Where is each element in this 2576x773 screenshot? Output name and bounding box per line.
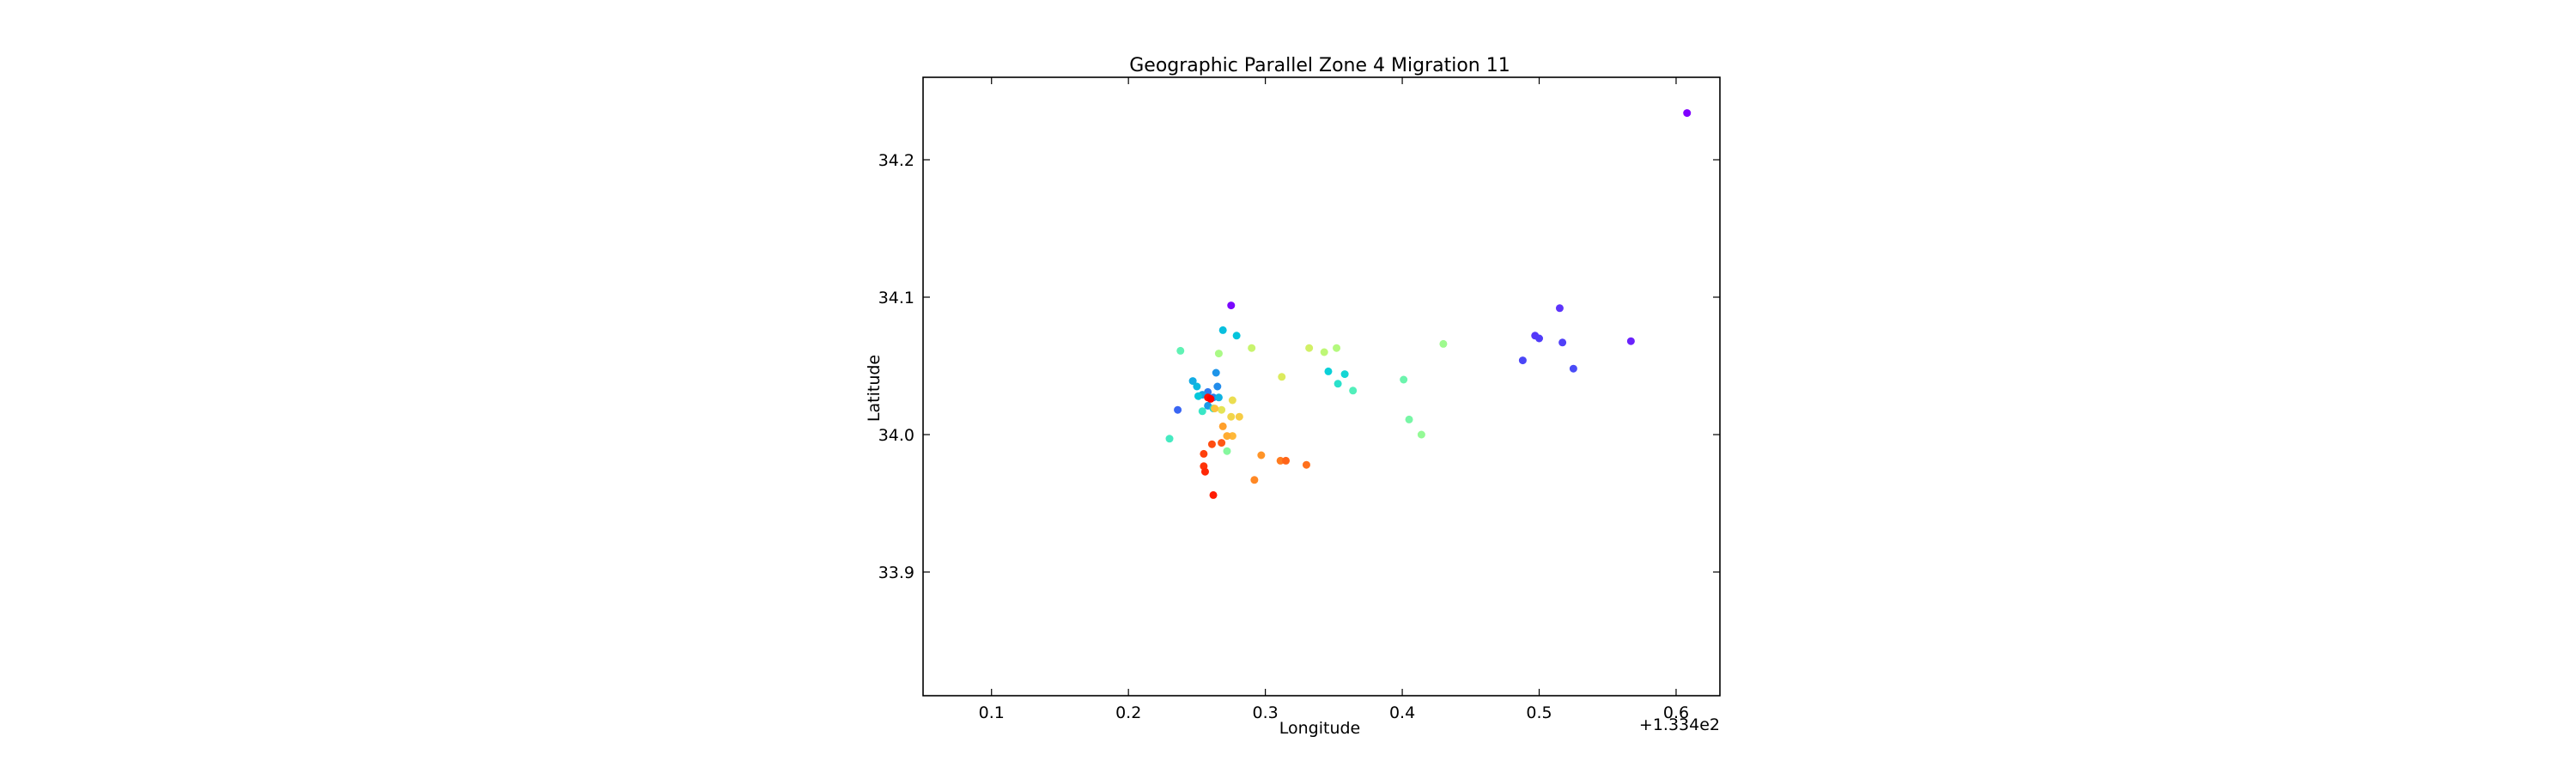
- scatter-point: [1174, 405, 1182, 414]
- scatter-point: [1200, 467, 1209, 476]
- scatter-point: [1340, 370, 1349, 379]
- scatter-point: [1439, 339, 1448, 348]
- scatter-point: [1555, 304, 1564, 313]
- scatter-point: [1176, 346, 1185, 355]
- x-tick-label: 0.5: [1526, 703, 1552, 722]
- y-tick-label: 34.1: [878, 289, 914, 307]
- scatter-point: [1223, 447, 1231, 455]
- scatter-point: [1209, 490, 1218, 499]
- scatter-point: [1206, 394, 1215, 403]
- scatter-point: [1569, 364, 1577, 373]
- scatter-point: [1334, 380, 1342, 388]
- scatter-point: [1248, 344, 1256, 352]
- scatter-point: [1214, 350, 1223, 358]
- scatter-point: [1232, 332, 1241, 340]
- scatter-point: [1198, 407, 1206, 416]
- scatter-point: [1207, 440, 1216, 448]
- scatter-point: [1194, 392, 1202, 400]
- scatter-point: [1320, 348, 1328, 356]
- scatter-point: [1405, 415, 1413, 423]
- scatter-point: [1218, 439, 1226, 447]
- scatter-point: [1250, 476, 1259, 484]
- ticks-layer: 0.1 0.2 0.3 0.4 0.5 0.6 33.9 34.0 34.1 34.2: [878, 77, 1720, 722]
- scatter-point: [1417, 430, 1425, 439]
- y-axis-label: Latitude: [865, 355, 884, 422]
- scatter-point: [1218, 326, 1227, 334]
- scatter-point: [1218, 422, 1227, 430]
- x-axis-label: Longitude: [1279, 719, 1361, 738]
- chart-title: Geographic Parallel Zone 4 Migration 11: [1129, 55, 1510, 76]
- y-tick-label: 34.2: [878, 151, 914, 170]
- scatter-point: [1211, 405, 1219, 413]
- scatter-point: [1400, 375, 1408, 384]
- scatter-point: [1518, 356, 1527, 365]
- scatter-point: [1213, 382, 1222, 391]
- y-tick-label: 33.9: [878, 563, 914, 582]
- scatter-point: [1200, 449, 1208, 458]
- scatter-point: [1558, 338, 1567, 347]
- scatter-point: [1324, 367, 1333, 375]
- x-tick-label: 0.4: [1389, 703, 1415, 722]
- x-offset-label: +1.334e2: [1639, 715, 1720, 734]
- x-tick-label: 0.3: [1253, 703, 1279, 722]
- x-tick-label: 0.1: [979, 703, 1005, 722]
- plot-frame: [922, 76, 1721, 697]
- x-tick-label: 0.6: [1663, 703, 1689, 722]
- scatter-point: [1626, 337, 1635, 345]
- x-tick-label: 0.2: [1115, 703, 1141, 722]
- scatter-point: [1193, 382, 1201, 391]
- scatter-point: [1282, 456, 1291, 465]
- scatter-point: [1228, 396, 1236, 405]
- scatter-point: [1228, 432, 1236, 441]
- y-tick-label: 34.0: [878, 426, 914, 445]
- scatter-point: [1223, 432, 1231, 441]
- scatter-point: [1188, 377, 1197, 386]
- scatter-point: [1333, 344, 1341, 352]
- points-layer: [1165, 109, 1692, 499]
- scatter-point: [1683, 109, 1692, 118]
- scatter-point: [1218, 405, 1226, 414]
- scatter-point: [1278, 373, 1286, 381]
- scatter-point: [1302, 460, 1310, 469]
- scatter-point: [1227, 301, 1236, 310]
- scatter-point: [1227, 412, 1236, 421]
- scatter-point: [1349, 386, 1358, 395]
- scatter-point: [1214, 393, 1223, 402]
- scatter-point: [1212, 368, 1220, 377]
- scatter-point: [1535, 334, 1544, 343]
- scatter-point: [1305, 344, 1314, 352]
- scatter-point: [1257, 451, 1266, 460]
- scatter-point: [1165, 435, 1174, 443]
- scatter-point: [1235, 412, 1243, 421]
- scatter-point: [1276, 456, 1285, 465]
